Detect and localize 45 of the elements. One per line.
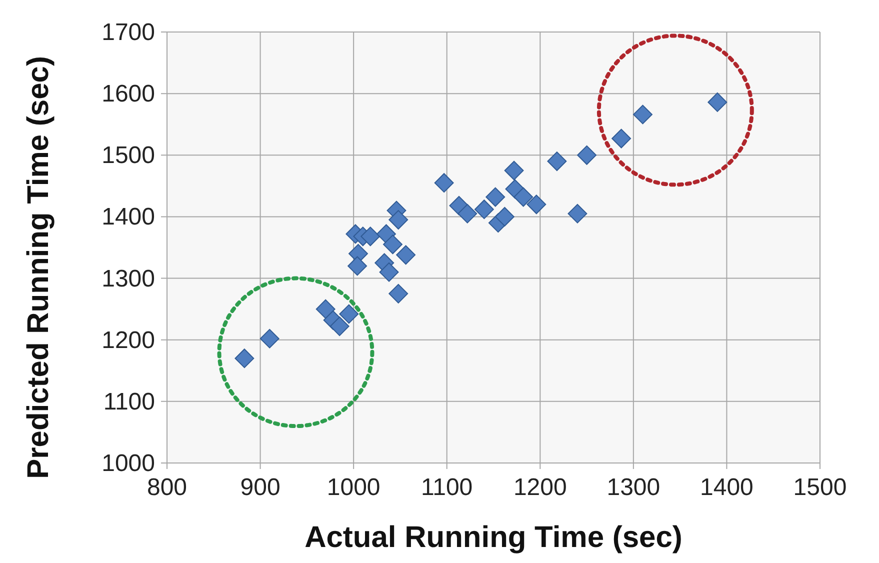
point	[376, 224, 396, 244]
x-tick-label: 1100	[421, 474, 473, 501]
point	[486, 187, 506, 207]
point	[396, 245, 416, 265]
point	[458, 204, 478, 224]
point	[504, 160, 524, 180]
point	[494, 206, 514, 226]
y-tick-label: 1100	[103, 388, 155, 416]
x-tick-label: 900	[240, 474, 280, 501]
point	[514, 187, 534, 207]
x-tick-label: 800	[146, 474, 188, 501]
point	[612, 128, 632, 148]
point	[708, 92, 728, 112]
y-tick-label: 1600	[102, 80, 155, 108]
point	[339, 304, 359, 324]
y-tick-label: 1500	[102, 142, 155, 170]
point	[379, 262, 399, 282]
x-tick-label: 1000	[326, 474, 380, 501]
y-tick-label: 1700	[102, 19, 155, 46]
point	[330, 316, 350, 336]
point	[383, 234, 402, 254]
point	[434, 173, 454, 193]
point	[360, 226, 380, 246]
point	[260, 328, 280, 348]
point	[388, 210, 408, 230]
y-axis-title: Predicted Running Time (sec)	[22, 56, 55, 479]
point	[316, 299, 336, 319]
x-axis-title: Actual Running Time (sec)	[304, 521, 682, 554]
point	[388, 284, 408, 304]
point	[568, 204, 588, 224]
x-tick-label: 1300	[606, 474, 660, 501]
x-tick-label: 1400	[700, 474, 754, 501]
point	[348, 256, 368, 276]
y-tick-label: 1000	[102, 450, 155, 477]
point	[234, 348, 254, 368]
x-tick-label: 1500	[793, 474, 847, 501]
point	[547, 152, 567, 172]
point	[474, 200, 494, 220]
point	[633, 104, 652, 124]
point	[526, 194, 546, 214]
y-tick-label: 1300	[102, 265, 155, 292]
y-tick-label: 1200	[102, 326, 155, 354]
x-tick-label: 1200	[513, 474, 567, 501]
point	[577, 145, 597, 165]
y-tick-label: 1400	[102, 204, 155, 231]
